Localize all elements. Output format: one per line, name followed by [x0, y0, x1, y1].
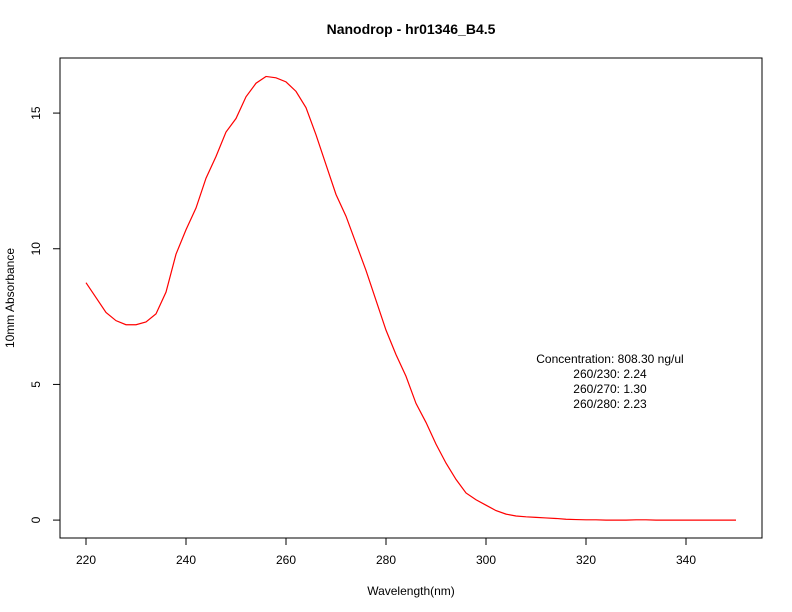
annotation: 260/230: 2.24 — [573, 367, 647, 381]
x-tick-label: 260 — [276, 553, 296, 567]
x-tick-label: 280 — [376, 553, 396, 567]
y-tick-label: 5 — [29, 381, 43, 388]
y-tick-label: 10 — [29, 242, 43, 256]
annotation: 260/270: 1.30 — [573, 382, 647, 396]
x-tick-label: 300 — [476, 553, 496, 567]
annotation: 260/280: 2.23 — [573, 397, 647, 411]
y-tick-label: 0 — [29, 516, 43, 523]
x-tick-label: 320 — [576, 553, 596, 567]
x-axis-label: Wavelength(nm) — [367, 584, 455, 598]
x-tick-label: 220 — [76, 553, 96, 567]
x-tick-label: 340 — [676, 553, 696, 567]
plot-frame — [59, 57, 763, 539]
annotation: Concentration: 808.30 ng/ul — [536, 352, 683, 366]
y-tick-label: 15 — [29, 106, 43, 120]
chart-title: Nanodrop - hr01346_B4.5 — [327, 21, 496, 37]
data-line — [85, 75, 736, 521]
x-tick-label: 240 — [176, 553, 196, 567]
y-axis-label: 10mm Absorbance — [3, 248, 17, 348]
